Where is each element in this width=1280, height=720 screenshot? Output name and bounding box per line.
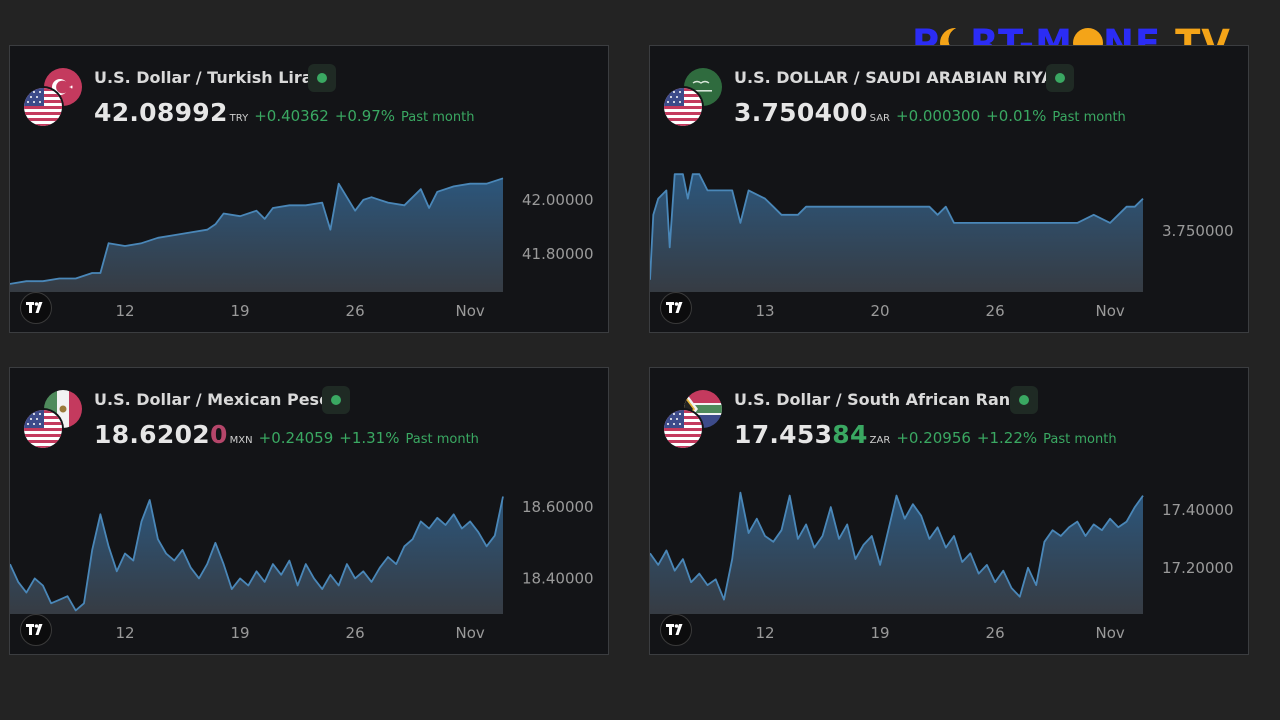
us-flag-icon <box>24 88 62 126</box>
x-tick-label: 19 <box>231 302 250 320</box>
price-main: 18.6202 <box>94 420 210 449</box>
price-change-percent: +1.31% <box>339 429 400 447</box>
quote-line: 3.750400 SAR +0.000300 +0.01% Past month <box>734 98 1126 127</box>
quote-line: 17.45384 ZAR +0.20956 +1.22% Past month <box>734 420 1117 449</box>
price-area <box>650 174 1143 292</box>
price-line <box>10 177 504 285</box>
tradingview-logo-icon[interactable] <box>660 614 692 646</box>
us-flag-icon <box>664 410 702 448</box>
price-tail: 0 <box>209 420 228 449</box>
x-tick-label: 26 <box>346 302 365 320</box>
live-status-icon <box>322 386 350 414</box>
x-tick-label: 13 <box>755 302 774 320</box>
pair-title[interactable]: U.S. Dollar / South African Rand <box>734 390 1022 409</box>
currency-code: SAR <box>869 113 890 124</box>
currency-code: MXN <box>229 435 253 446</box>
x-tick-label: Nov <box>455 624 484 642</box>
price-chart[interactable]: 42.00000 41.80000 12 19 26 Nov <box>10 146 610 332</box>
period-label: Past month <box>1052 110 1126 125</box>
x-tick-label: 12 <box>115 302 134 320</box>
price-change-percent: +0.01% <box>986 107 1047 125</box>
period-label: Past month <box>1043 432 1117 447</box>
x-tick-label: 19 <box>871 624 890 642</box>
price-main: 42.08992 <box>94 98 228 127</box>
live-status-icon <box>308 64 336 92</box>
price-main: 3.750400 <box>734 98 868 127</box>
price-change: +0.40362 <box>254 107 329 125</box>
x-tick-label: 20 <box>871 302 890 320</box>
price-main: 17.453 <box>734 420 833 449</box>
pair-title[interactable]: U.S. Dollar / Turkish Lira <box>94 68 313 87</box>
price-line <box>10 496 504 612</box>
x-tick-label: 26 <box>346 624 365 642</box>
price-area <box>10 496 503 614</box>
y-tick-label: 17.40000 <box>1162 501 1234 519</box>
flag-pair <box>664 68 726 128</box>
price-tail: 84 <box>832 420 868 449</box>
live-status-icon <box>1046 64 1074 92</box>
live-status-icon <box>1010 386 1038 414</box>
y-tick-label: 41.80000 <box>522 245 594 263</box>
price-line <box>650 491 1144 601</box>
price-change: +0.24059 <box>258 429 334 447</box>
x-tick-label: 19 <box>231 624 250 642</box>
tradingview-logo-icon[interactable] <box>20 614 52 646</box>
price-chart[interactable]: 18.60000 18.40000 12 19 26 Nov <box>10 468 610 654</box>
price-change-percent: +0.97% <box>334 107 396 125</box>
currency-code: TRY <box>229 113 249 124</box>
x-tick-label: Nov <box>455 302 484 320</box>
pair-title[interactable]: U.S. Dollar / Mexican Peso <box>94 390 331 409</box>
us-flag-icon <box>664 88 702 126</box>
price-area <box>10 178 503 292</box>
price-change-percent: +1.22% <box>976 429 1038 447</box>
price-area <box>650 492 1143 614</box>
usd-mxn-widget[interactable]: U.S. Dollar / Mexican Peso 18.62020 MXN +0… <box>9 367 609 655</box>
flag-pair <box>664 390 726 450</box>
flag-pair <box>24 390 86 450</box>
y-tick-label: 18.40000 <box>522 569 594 587</box>
quote-line: 42.08992 TRY +0.40362 +0.97% Past month <box>94 98 474 127</box>
price-change: +0.000300 <box>896 107 981 125</box>
y-tick-label: 3.750000 <box>1162 222 1234 240</box>
period-label: Past month <box>405 432 479 447</box>
last-price: 3.750400 <box>734 98 868 127</box>
last-price: 18.62020 <box>94 420 228 449</box>
currency-code: ZAR <box>869 435 891 446</box>
flag-pair <box>24 68 86 128</box>
usd-sar-widget[interactable]: U.S. DOLLAR / SAUDI ARABIAN RIYAL 3.7504… <box>649 45 1249 333</box>
tradingview-logo-icon[interactable] <box>20 292 52 324</box>
x-tick-label: 12 <box>115 624 134 642</box>
usd-zar-widget[interactable]: U.S. Dollar / South African Rand 17.4538… <box>649 367 1249 655</box>
pair-title[interactable]: U.S. DOLLAR / SAUDI ARABIAN RIYAL <box>734 68 1064 87</box>
y-tick-label: 18.60000 <box>522 498 594 516</box>
us-flag-icon <box>24 410 62 448</box>
x-tick-label: 12 <box>755 624 774 642</box>
tradingview-logo-icon[interactable] <box>660 292 692 324</box>
price-chart[interactable]: 17.40000 17.20000 12 19 26 Nov <box>650 468 1250 654</box>
x-tick-label: Nov <box>1095 624 1124 642</box>
price-chart[interactable]: 3.750000 13 20 26 Nov <box>650 146 1250 332</box>
last-price: 42.08992 <box>94 98 228 127</box>
x-tick-label: 26 <box>986 302 1005 320</box>
y-tick-label: 17.20000 <box>1162 559 1234 577</box>
quote-line: 18.62020 MXN +0.24059 +1.31% Past month <box>94 420 479 449</box>
x-tick-label: 26 <box>986 624 1005 642</box>
period-label: Past month <box>401 110 475 125</box>
last-price: 17.45384 <box>734 420 868 449</box>
usd-try-widget[interactable]: U.S. Dollar / Turkish Lira 42.08992 TRY +0… <box>9 45 609 333</box>
price-line <box>650 173 1144 280</box>
x-tick-label: Nov <box>1095 302 1124 320</box>
y-tick-label: 42.00000 <box>522 191 594 209</box>
price-change: +0.20956 <box>896 429 971 447</box>
